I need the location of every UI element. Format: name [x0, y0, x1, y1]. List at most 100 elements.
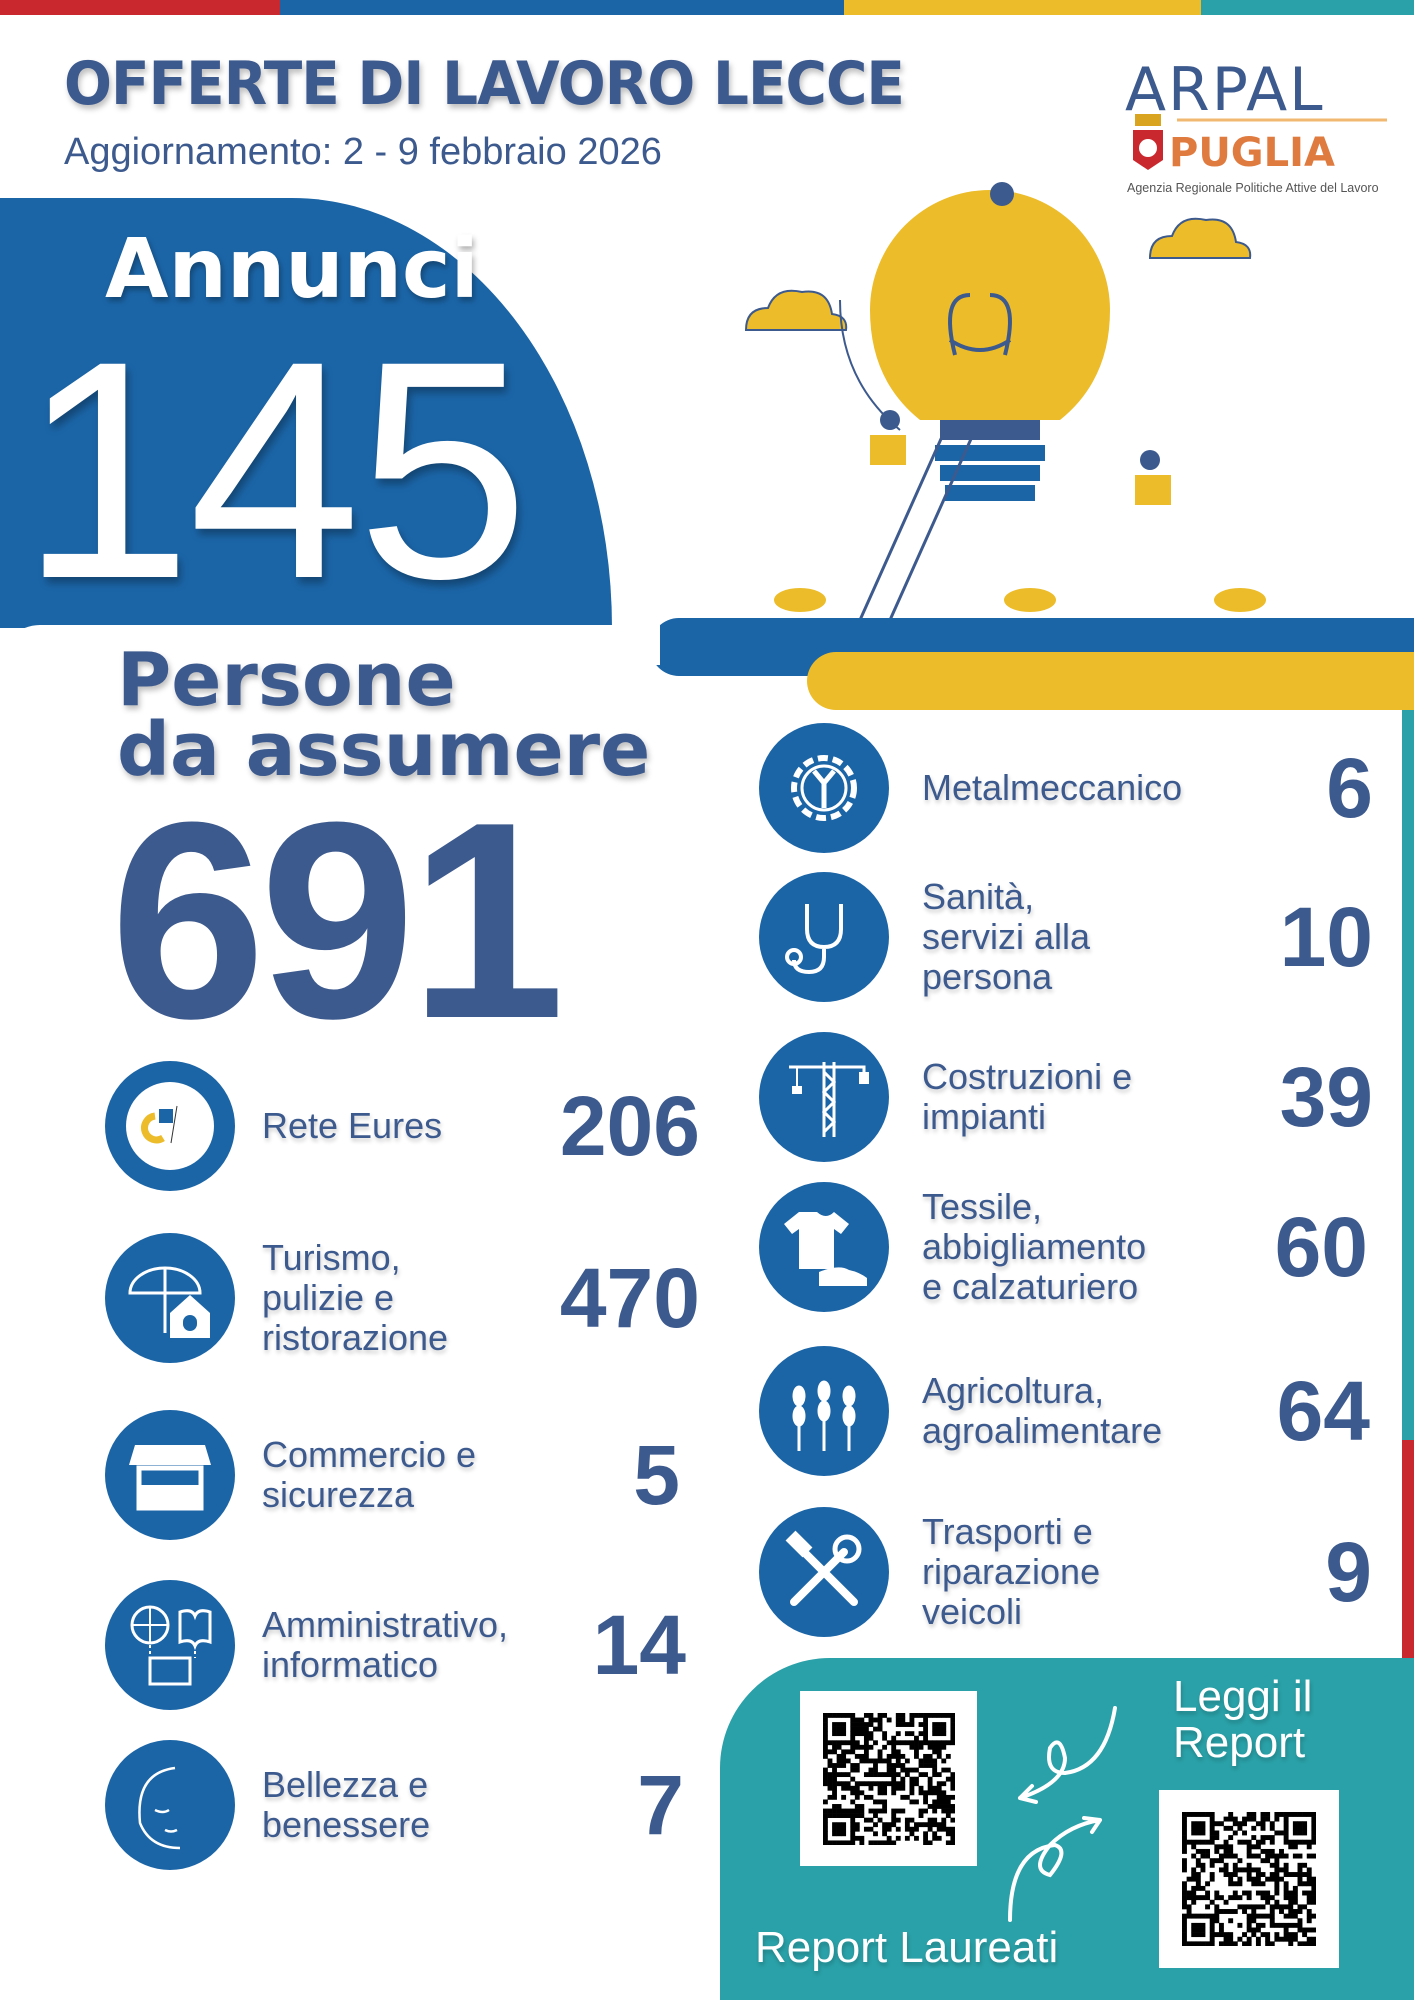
qr-module: [854, 1794, 860, 1800]
qr-module: [918, 1785, 923, 1791]
category-label-line: Trasporti e: [922, 1511, 1093, 1552]
qr-module: [827, 1771, 832, 1777]
qr-module: [922, 1798, 928, 1804]
qr-module: [931, 1817, 937, 1823]
qr-module: [890, 1785, 896, 1791]
qr-module: [1260, 1821, 1266, 1827]
qr-module: [849, 1739, 855, 1745]
qr-module: [1246, 1816, 1252, 1822]
qr-module: [931, 1821, 937, 1827]
qr-module: [922, 1717, 928, 1722]
qr-module: [931, 1739, 937, 1745]
qr-module: [831, 1771, 837, 1777]
qr-module: [1265, 1895, 1271, 1901]
qr-module: [836, 1821, 842, 1827]
qr-module: [936, 1726, 942, 1732]
qr-module: [1191, 1844, 1197, 1850]
qr-module: [931, 1803, 937, 1809]
qr-module: [1242, 1839, 1247, 1845]
category-label-line: Agricoltura,: [922, 1370, 1105, 1411]
qr-module: [849, 1839, 855, 1845]
qr-module: [1260, 1835, 1266, 1841]
qr-module: [863, 1826, 869, 1832]
qr-module: [1251, 1904, 1257, 1910]
qr-module: [822, 1744, 828, 1750]
qr-module: [945, 1830, 951, 1836]
qr-module: [877, 1726, 882, 1732]
qr-module: [1223, 1839, 1229, 1845]
qr-module: [886, 1771, 892, 1777]
qr-module: [1311, 1936, 1316, 1942]
qr-module: [1306, 1895, 1312, 1901]
qr-module: [831, 1726, 837, 1732]
qr-module: [849, 1817, 855, 1823]
qr-module: [1228, 1881, 1234, 1887]
category-label-line: pulizie e: [262, 1277, 395, 1318]
qr-module: [1283, 1821, 1289, 1827]
qr-module: [1182, 1812, 1187, 1817]
qr-module: [949, 1785, 955, 1791]
qr-module: [1302, 1872, 1308, 1877]
qr-module: [913, 1712, 919, 1718]
qr-module: [1228, 1825, 1234, 1831]
qr-module: [1269, 1909, 1275, 1914]
category-label-line: benessere: [262, 1804, 431, 1845]
qr-code-report-laureati[interactable]: [1159, 1790, 1339, 1968]
qr-module: [1209, 1876, 1215, 1882]
qr-module: [1292, 1825, 1298, 1831]
qr-module: [1195, 1848, 1201, 1854]
qr-module: [949, 1817, 955, 1823]
qr-module: [918, 1808, 923, 1813]
qr-module: [1265, 1936, 1271, 1942]
qr-module: [913, 1835, 919, 1841]
qr-module: [927, 1780, 933, 1786]
qr-module: [1306, 1867, 1312, 1873]
qr-module: [868, 1744, 873, 1750]
qr-module: [872, 1808, 878, 1813]
qr-module: [1191, 1825, 1197, 1831]
qr-module: [1195, 1922, 1201, 1928]
qr-module: [868, 1717, 873, 1722]
qr-module: [908, 1780, 914, 1786]
qr-module: [840, 1726, 846, 1732]
qr-module: [849, 1785, 855, 1791]
qr-module: [1228, 1918, 1234, 1924]
qr-module: [1288, 1909, 1294, 1914]
qr-module: [931, 1771, 937, 1777]
qr-code-report[interactable]: [800, 1691, 977, 1866]
qr-module: [1200, 1821, 1206, 1827]
qr-module: [1279, 1904, 1284, 1910]
category-label-line: informatico: [262, 1644, 439, 1685]
qr-module: [904, 1739, 910, 1745]
qr-module: [872, 1739, 878, 1745]
top-bar-teal: [1201, 0, 1414, 15]
qr-module: [1311, 1835, 1316, 1841]
qr-module: [1246, 1862, 1252, 1868]
qr-module: [949, 1776, 955, 1782]
qr-module: [904, 1826, 910, 1832]
qr-module: [831, 1744, 837, 1750]
qr-module: [904, 1794, 910, 1800]
arrow-to-graduates-qr-icon: [1008, 1816, 1102, 1922]
qr-module: [1283, 1890, 1289, 1896]
qr-module: [1251, 1881, 1257, 1887]
qr-module: [877, 1798, 882, 1804]
category-count: 206: [559, 1079, 700, 1173]
qr-module: [868, 1730, 873, 1736]
qr-module: [1283, 1913, 1289, 1919]
qr-module: [1182, 1936, 1187, 1942]
qr-module: [1297, 1812, 1303, 1817]
qr-module: [858, 1803, 864, 1809]
qr-module: [1200, 1848, 1206, 1854]
qr-module: [886, 1767, 892, 1772]
qr-module: [899, 1739, 905, 1745]
qr-module: [927, 1789, 933, 1795]
qr-module: [913, 1748, 919, 1754]
qr-module: [849, 1735, 855, 1741]
qr-module: [827, 1776, 832, 1782]
qr-module: [1265, 1890, 1271, 1896]
qr-module: [831, 1812, 837, 1818]
qr-module: [1218, 1932, 1224, 1938]
category-count: 6: [1326, 741, 1373, 835]
qr-module: [1182, 1848, 1187, 1854]
